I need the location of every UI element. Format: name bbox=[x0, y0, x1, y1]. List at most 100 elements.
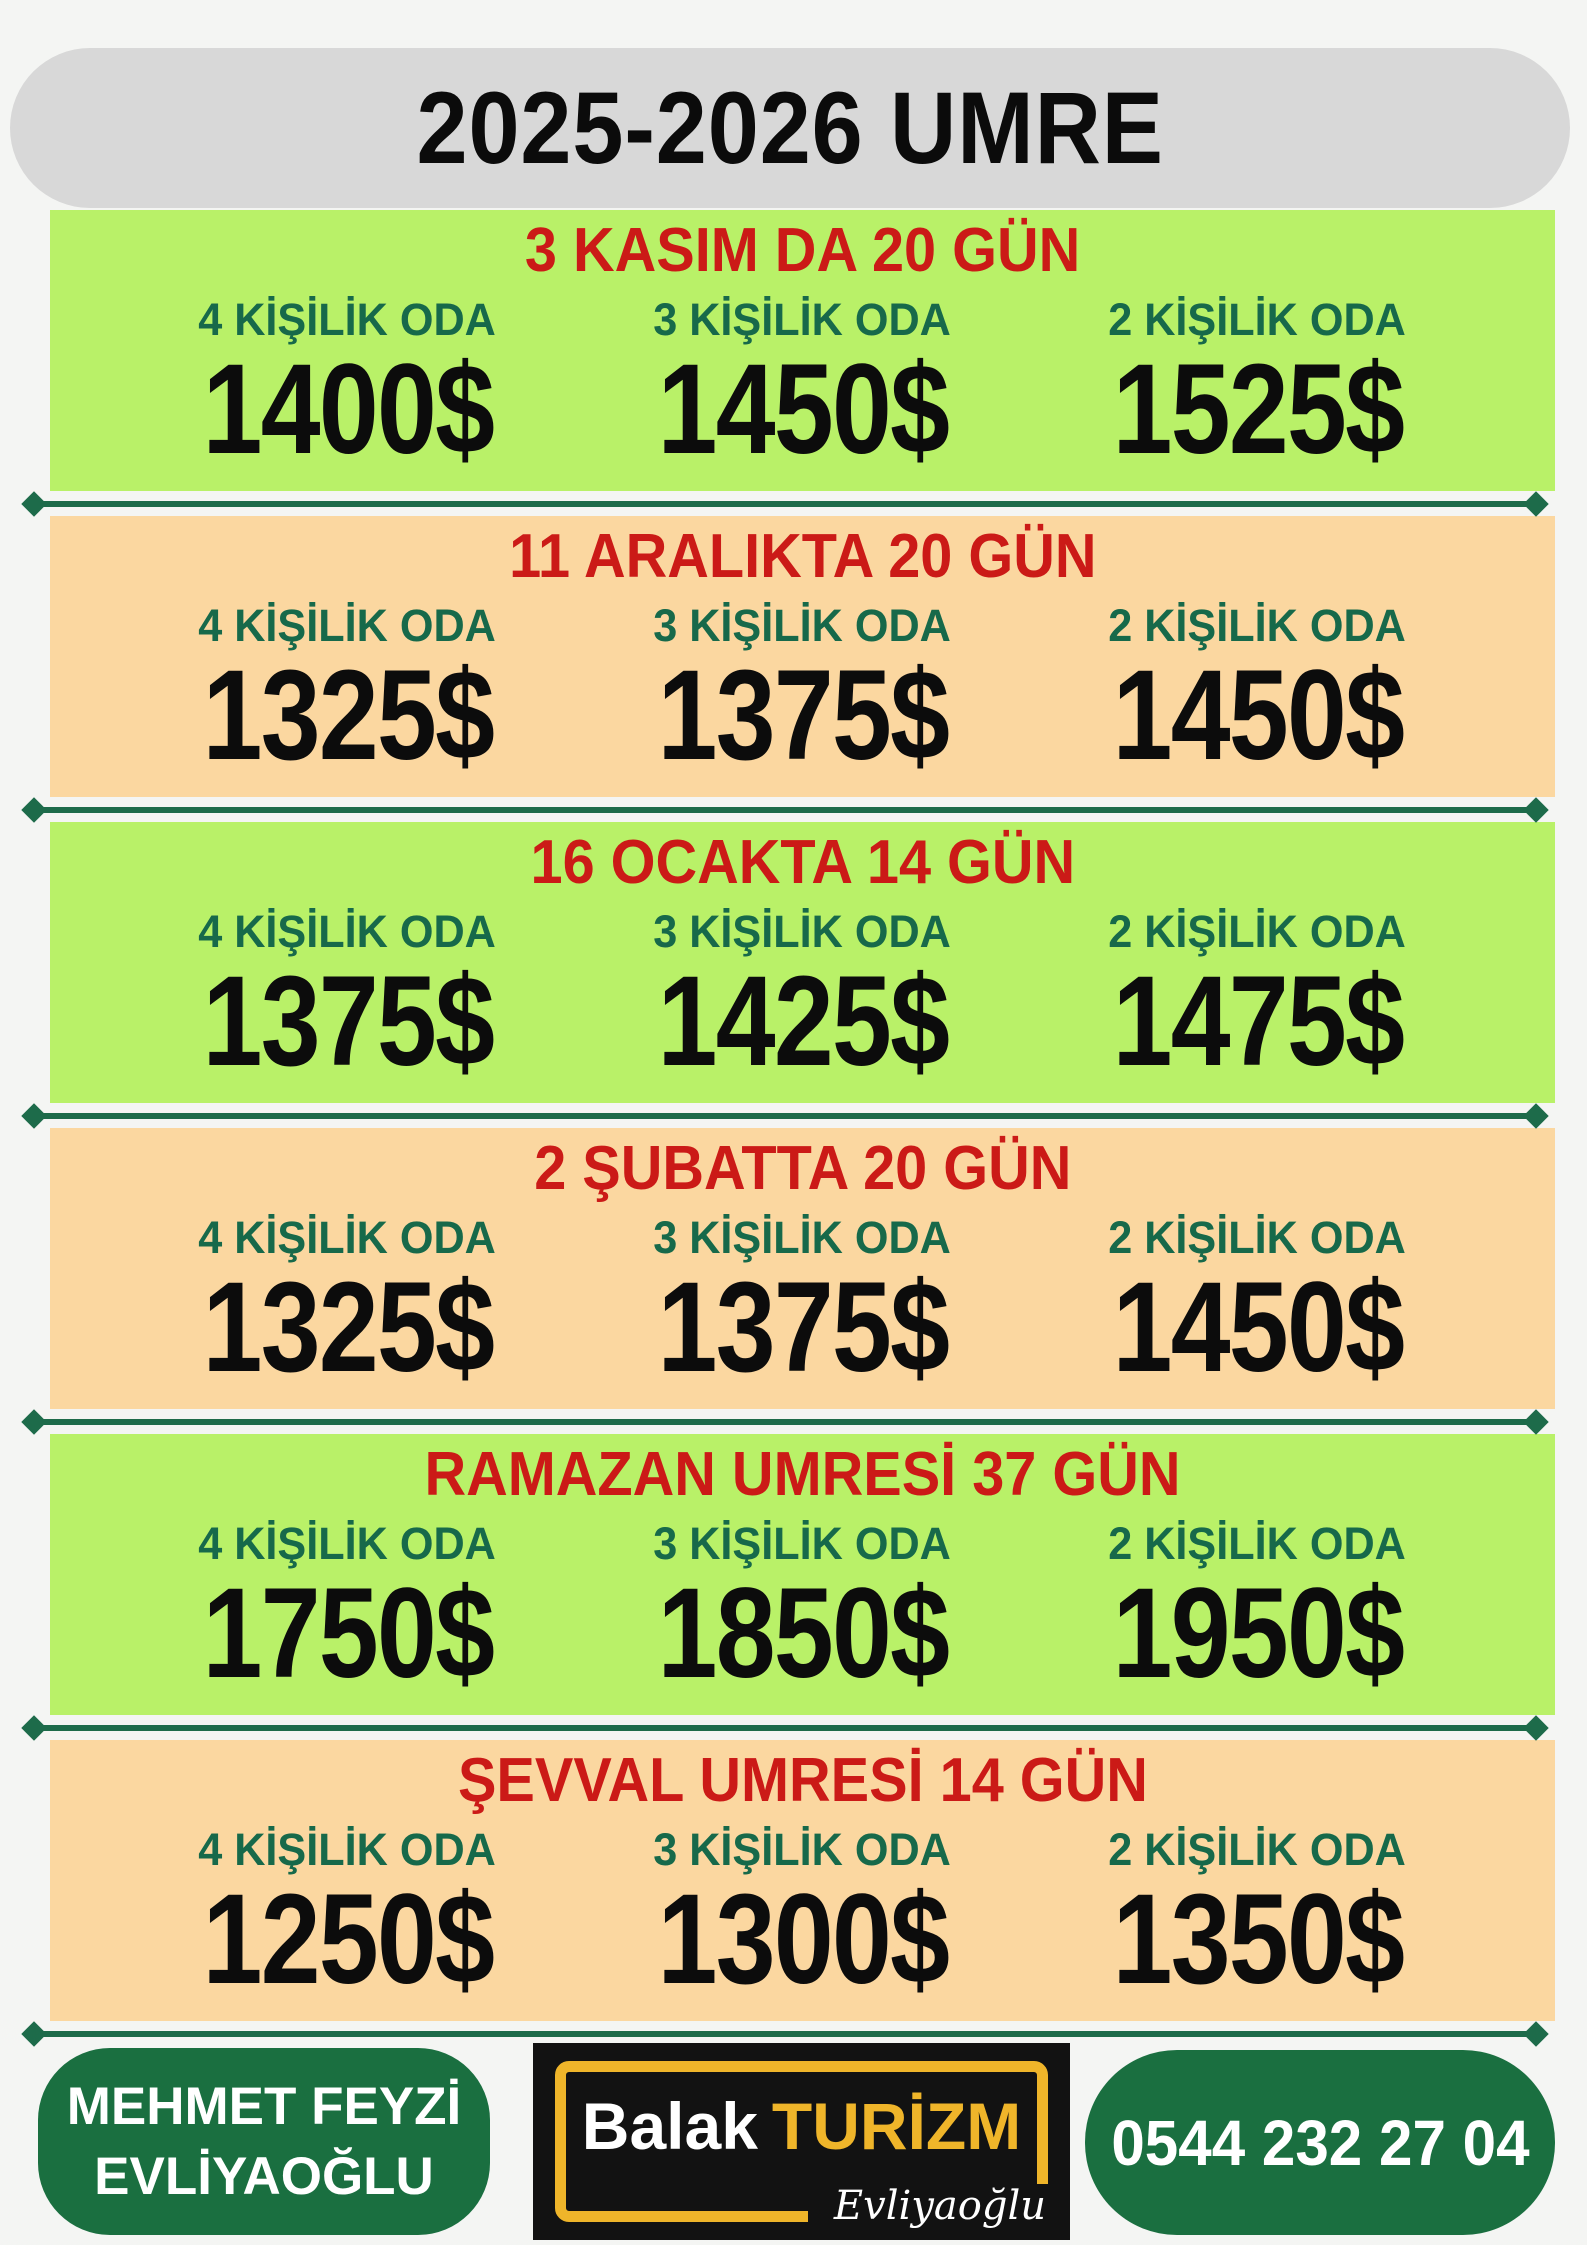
price-text: 1425$ bbox=[657, 949, 949, 1093]
offer-title: ŞEVVAL UMRESİ 14 GÜN bbox=[50, 1748, 1555, 1813]
divider-diamond-icon bbox=[21, 1408, 47, 1435]
room-label-text: 2 KİŞİLİK ODA bbox=[1108, 1518, 1407, 1570]
price-text: 1450$ bbox=[1112, 643, 1404, 787]
room-label: 4 KİŞİLİK ODA bbox=[120, 907, 575, 957]
offer-section-aralik: 11 ARALIKTA 20 GÜN 4 KİŞİLİK ODA 3 KİŞİL… bbox=[50, 516, 1555, 797]
brand-logo-frame bbox=[555, 2061, 1048, 2222]
prices-row: 1375$ 1425$ 1475$ bbox=[50, 949, 1555, 1093]
room-label-text: 4 KİŞİLİK ODA bbox=[198, 1212, 497, 1264]
offer-title: 11 ARALIKTA 20 GÜN bbox=[50, 524, 1555, 589]
room-label-text: 3 KİŞİLİK ODA bbox=[653, 1518, 952, 1570]
section-divider bbox=[21, 2020, 1549, 2047]
price-value: 1375$ bbox=[120, 949, 575, 1093]
room-label-text: 2 KİŞİLİK ODA bbox=[1108, 294, 1407, 346]
offer-title-text: 3 KASIM DA 20 GÜN bbox=[524, 216, 1081, 285]
room-label-text: 2 KİŞİLİK ODA bbox=[1108, 600, 1407, 652]
room-label-text: 3 KİŞİLİK ODA bbox=[653, 600, 952, 652]
price-text: 1250$ bbox=[202, 1867, 494, 2011]
brand-signature: Evliyaoğlu bbox=[807, 2184, 1062, 2234]
price-value: 1350$ bbox=[1030, 1867, 1485, 2011]
room-label: 4 KİŞİLİK ODA bbox=[120, 295, 575, 345]
price-text: 1350$ bbox=[1112, 1867, 1404, 2011]
price-value: 1950$ bbox=[1030, 1561, 1485, 1705]
room-label: 3 KİŞİLİK ODA bbox=[575, 907, 1030, 957]
room-label-text: 2 KİŞİLİK ODA bbox=[1108, 1212, 1407, 1264]
price-value: 1375$ bbox=[575, 1255, 1030, 1399]
price-text: 1950$ bbox=[1112, 1561, 1404, 1705]
room-label: 2 KİŞİLİK ODA bbox=[1030, 1213, 1485, 1263]
room-labels-row: 4 KİŞİLİK ODA 3 KİŞİLİK ODA 2 KİŞİLİK OD… bbox=[50, 295, 1555, 345]
price-value: 1450$ bbox=[1030, 1255, 1485, 1399]
offer-section-ocak: 16 OCAKTA 14 GÜN 4 KİŞİLİK ODA 3 KİŞİLİK… bbox=[50, 822, 1555, 1103]
price-value: 1325$ bbox=[120, 1255, 575, 1399]
price-text: 1375$ bbox=[202, 949, 494, 1093]
price-value: 1300$ bbox=[575, 1867, 1030, 2011]
brand-logo: Balak TURİZM Evliyaoğlu bbox=[533, 2043, 1070, 2240]
room-label: 4 KİŞİLİK ODA bbox=[120, 1825, 575, 1875]
prices-row: 1325$ 1375$ 1450$ bbox=[50, 1255, 1555, 1399]
offer-section-sevval: ŞEVVAL UMRESİ 14 GÜN 4 KİŞİLİK ODA 3 KİŞ… bbox=[50, 1740, 1555, 2021]
price-value: 1425$ bbox=[575, 949, 1030, 1093]
price-text: 1325$ bbox=[202, 643, 494, 787]
divider-line bbox=[39, 1112, 1531, 1119]
brand-name-second: TURİZM bbox=[771, 2089, 1022, 2163]
divider-line bbox=[39, 500, 1531, 507]
room-label-text: 4 KİŞİLİK ODA bbox=[198, 1518, 497, 1570]
divider-line bbox=[39, 806, 1531, 813]
footer: MEHMET FEYZİ EVLİYAOĞLU Balak TURİZM Evli… bbox=[0, 2043, 1587, 2245]
room-label: 3 KİŞİLİK ODA bbox=[575, 1213, 1030, 1263]
price-value: 1400$ bbox=[120, 337, 575, 481]
offer-section-kasim: 3 KASIM DA 20 GÜN 4 KİŞİLİK ODA 3 KİŞİLİ… bbox=[50, 210, 1555, 491]
room-labels-row: 4 KİŞİLİK ODA 3 KİŞİLİK ODA 2 KİŞİLİK OD… bbox=[50, 1213, 1555, 1263]
divider-diamond-icon bbox=[21, 796, 47, 823]
price-text: 1525$ bbox=[1112, 337, 1404, 481]
price-value: 1850$ bbox=[575, 1561, 1030, 1705]
offer-title-text: 16 OCAKTA 14 GÜN bbox=[530, 828, 1075, 897]
divider-line bbox=[39, 2030, 1531, 2037]
room-label-text: 3 KİŞİLİK ODA bbox=[653, 294, 952, 346]
offer-title-text: 11 ARALIKTA 20 GÜN bbox=[508, 522, 1097, 591]
room-labels-row: 4 KİŞİLİK ODA 3 KİŞİLİK ODA 2 KİŞİLİK OD… bbox=[50, 601, 1555, 651]
price-text: 1450$ bbox=[657, 337, 949, 481]
price-value: 1250$ bbox=[120, 1867, 575, 2011]
page-title: 2025-2026 UMRE bbox=[416, 71, 1164, 185]
price-value: 1450$ bbox=[1030, 643, 1485, 787]
divider-diamond-icon bbox=[1523, 796, 1549, 823]
room-label: 2 KİŞİLİK ODA bbox=[1030, 1519, 1485, 1569]
prices-row: 1250$ 1300$ 1350$ bbox=[50, 1867, 1555, 2011]
divider-line bbox=[39, 1418, 1531, 1425]
room-label: 2 KİŞİLİK ODA bbox=[1030, 295, 1485, 345]
prices-row: 1325$ 1375$ 1450$ bbox=[50, 643, 1555, 787]
price-value: 1750$ bbox=[120, 1568, 575, 1700]
prices-row: 1750$ 1850$ 1950$ bbox=[50, 1561, 1555, 1705]
room-label: 3 KİŞİLİK ODA bbox=[575, 1825, 1030, 1875]
room-label: 2 KİŞİLİK ODA bbox=[1030, 601, 1485, 651]
section-divider bbox=[21, 1408, 1549, 1435]
room-label-text: 2 KİŞİLİK ODA bbox=[1108, 906, 1407, 958]
divider-diamond-icon bbox=[1523, 1102, 1549, 1129]
offer-sections: 3 KASIM DA 20 GÜN 4 KİŞİLİK ODA 3 KİŞİLİ… bbox=[0, 210, 1587, 2047]
divider-diamond-icon bbox=[1523, 490, 1549, 517]
room-label: 4 KİŞİLİK ODA bbox=[120, 1519, 575, 1569]
room-label: 3 KİŞİLİK ODA bbox=[575, 295, 1030, 345]
price-text: 1375$ bbox=[657, 1255, 949, 1399]
section-divider bbox=[21, 1714, 1549, 1741]
contact-name-line1: MEHMET FEYZİ bbox=[66, 2076, 462, 2136]
price-value: 1475$ bbox=[1030, 956, 1485, 1088]
price-text: 1450$ bbox=[1112, 1255, 1404, 1399]
offer-title: 2 ŞUBATTA 20 GÜN bbox=[50, 1136, 1555, 1201]
price-value: 1325$ bbox=[120, 643, 575, 787]
divider-line bbox=[39, 1724, 1531, 1731]
room-label-text: 4 KİŞİLİK ODA bbox=[198, 1824, 497, 1876]
phone-badge: 0544 232 27 04 bbox=[1085, 2050, 1555, 2235]
price-text: 1850$ bbox=[657, 1561, 949, 1705]
brand-name-first: Balak bbox=[581, 2089, 758, 2163]
room-label-text: 3 KİŞİLİK ODA bbox=[653, 1824, 952, 1876]
price-text: 1325$ bbox=[202, 1255, 494, 1399]
room-label-text: 3 KİŞİLİK ODA bbox=[653, 906, 952, 958]
section-divider bbox=[21, 490, 1549, 517]
offer-title: RAMAZAN UMRESİ 37 GÜN bbox=[50, 1442, 1555, 1507]
price-text: 1300$ bbox=[657, 1867, 949, 2011]
price-text: 1400$ bbox=[202, 337, 494, 481]
